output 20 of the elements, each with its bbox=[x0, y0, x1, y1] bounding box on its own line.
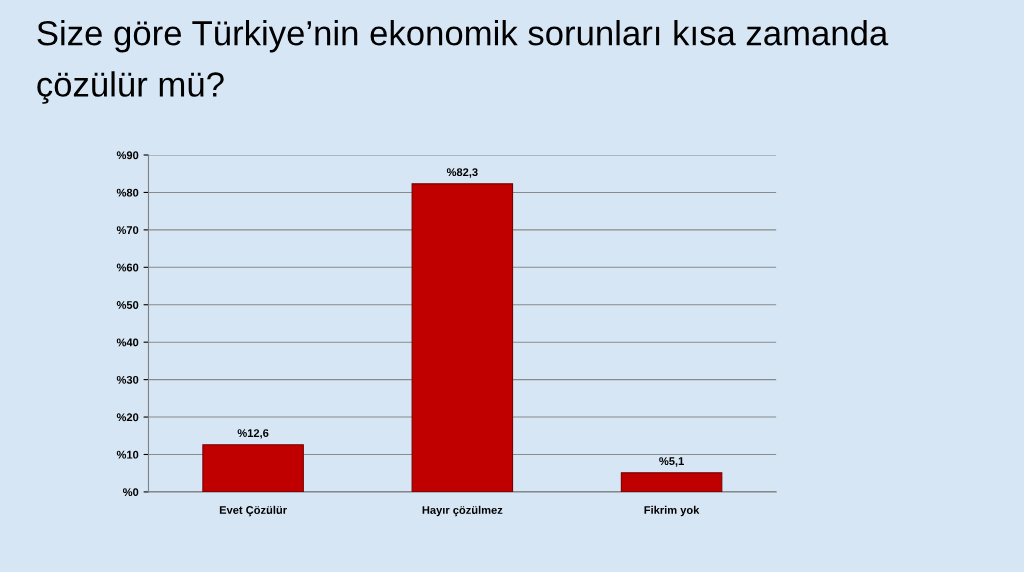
bar bbox=[411, 183, 514, 492]
x-tick-label: Evet Çözülür bbox=[219, 505, 287, 517]
data-label: %5,1 bbox=[659, 457, 684, 467]
y-tick-label: %80 bbox=[116, 188, 139, 197]
x-tick-label: Fikrim yok bbox=[644, 505, 700, 517]
y-tick-label: %10 bbox=[116, 450, 139, 459]
bar bbox=[202, 444, 304, 492]
y-tick-label: %20 bbox=[116, 413, 139, 422]
x-tick-label: Hayır çözülmez bbox=[422, 505, 503, 517]
y-tick-label: %40 bbox=[116, 338, 139, 347]
y-tick-label: %30 bbox=[116, 375, 139, 384]
bar bbox=[620, 472, 723, 492]
data-label: %12,6 bbox=[237, 429, 269, 439]
chart-title: Size göre Türkiye’nin ekonomik sorunları kısa zamanda çözülür mü? bbox=[37, 20, 889, 104]
y-tick-label: %60 bbox=[116, 263, 139, 272]
y-tick-label: %0 bbox=[122, 488, 139, 497]
y-tick-label: %50 bbox=[116, 301, 139, 309]
y-tick-label: %90 bbox=[116, 151, 139, 160]
y-tick-label: %70 bbox=[116, 226, 139, 235]
data-label: %82,3 bbox=[446, 168, 478, 178]
